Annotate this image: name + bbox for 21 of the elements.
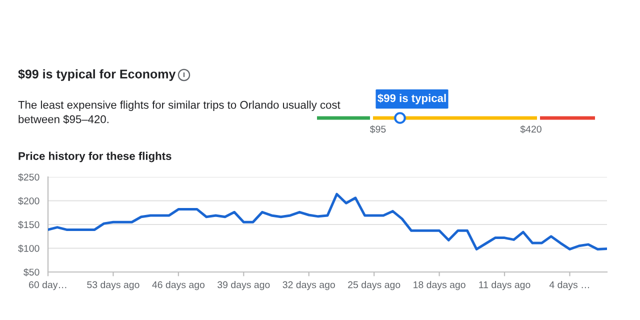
y-tick-label: $200 <box>18 197 40 205</box>
text: $99 is typical for Economy <box>18 69 176 81</box>
x-tick-label: 53 days ago <box>87 281 140 290</box>
x-tick-label: 11 days ago <box>479 281 530 290</box>
y-tick-label: $250 <box>18 173 40 182</box>
text: The least expensive flights for similar trips to Orlando usually cost between $95–420. <box>18 100 340 124</box>
line-series <box>48 192 607 250</box>
x-tick-label: 4 days … <box>549 281 589 290</box>
chart-title: Price history for these flights <box>18 152 172 162</box>
text: $99 is typical <box>378 94 446 104</box>
y-tick-label: $50 <box>24 268 40 276</box>
x-tick-label: 39 days ago <box>218 281 270 290</box>
x-tick-label: 25 days ago <box>348 281 400 290</box>
x-tick-label: 60 day… <box>29 281 66 290</box>
text: $420 <box>520 125 542 134</box>
x-tick-label: 46 days ago <box>152 281 205 290</box>
text: $95 <box>370 125 386 134</box>
x-tick-label: 32 days ago <box>282 281 335 290</box>
y-tick-label: $150 <box>18 220 40 229</box>
x-tick-label: 18 days ago <box>414 281 466 290</box>
y-tick-label: $100 <box>18 244 40 252</box>
